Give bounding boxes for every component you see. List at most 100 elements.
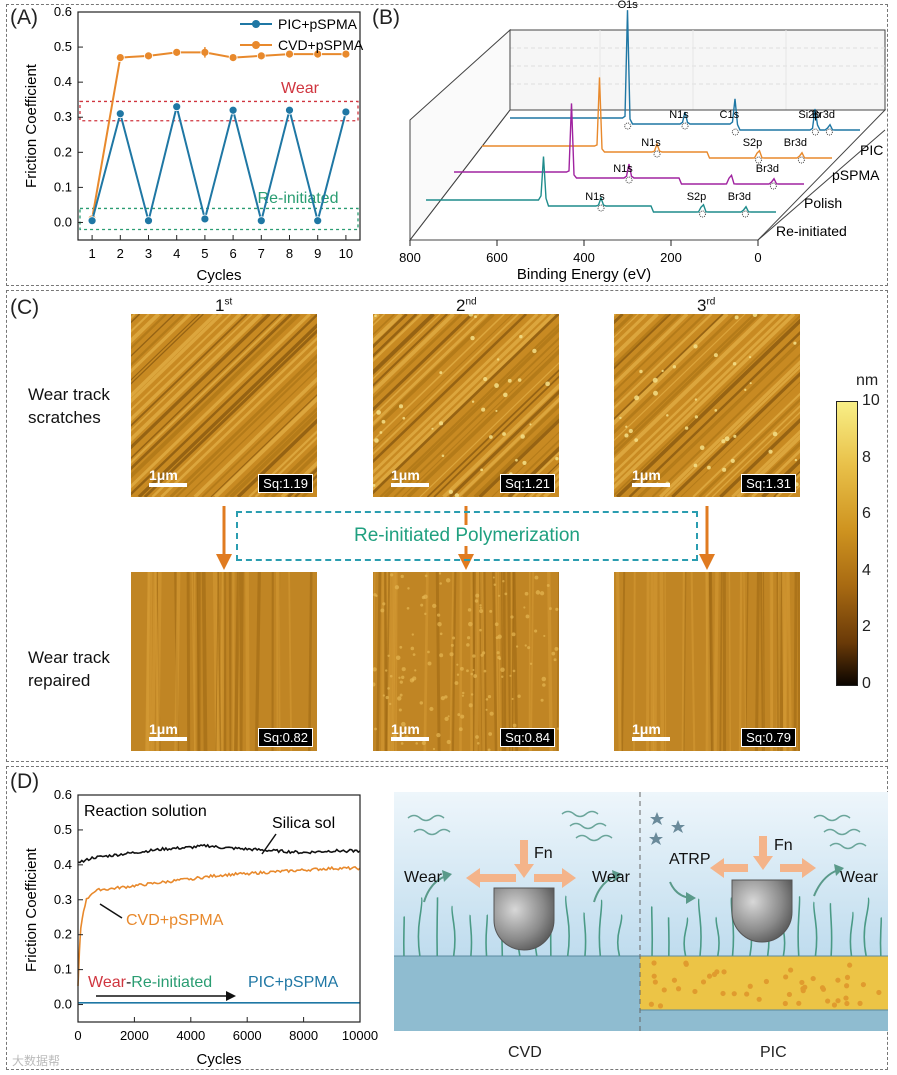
particle bbox=[474, 315, 477, 319]
peak-label: Br3d bbox=[784, 137, 807, 149]
texture-line bbox=[787, 572, 792, 751]
texture-line bbox=[389, 572, 395, 751]
particle bbox=[555, 607, 559, 611]
scratch-line bbox=[373, 314, 514, 450]
scratch-line bbox=[131, 314, 167, 350]
particle bbox=[835, 998, 841, 1004]
x-tick-label: 5 bbox=[201, 246, 208, 261]
particle bbox=[431, 427, 434, 430]
particle bbox=[495, 409, 498, 413]
particle bbox=[724, 436, 730, 442]
particle bbox=[539, 591, 545, 596]
particle bbox=[706, 973, 713, 979]
particle bbox=[786, 991, 793, 998]
scratch-line bbox=[614, 314, 796, 490]
y-tick-label: 0.0 bbox=[54, 997, 72, 1012]
data-point bbox=[285, 105, 294, 115]
x-tick-label: 1 bbox=[88, 246, 95, 261]
particle bbox=[799, 979, 805, 986]
scratch-line bbox=[131, 314, 263, 443]
particle bbox=[510, 615, 514, 619]
particle bbox=[404, 726, 408, 730]
particle bbox=[555, 456, 559, 461]
particle bbox=[661, 369, 664, 373]
particle bbox=[374, 727, 377, 731]
series-line bbox=[77, 843, 361, 864]
texture-line bbox=[451, 572, 457, 751]
texture-line bbox=[497, 572, 502, 751]
particle bbox=[406, 606, 410, 610]
scratch-line bbox=[614, 314, 689, 387]
scratch-line bbox=[131, 314, 217, 399]
particle bbox=[847, 962, 853, 968]
texture-line bbox=[391, 572, 397, 751]
particle bbox=[452, 636, 456, 640]
particle bbox=[436, 733, 441, 738]
texture-line bbox=[556, 572, 559, 751]
x-tick-label: 400 bbox=[573, 250, 595, 265]
y-tick-label: 0.4 bbox=[54, 857, 72, 872]
scratch-line bbox=[614, 314, 724, 421]
particle bbox=[694, 398, 698, 401]
particle bbox=[389, 674, 393, 678]
particle bbox=[648, 1001, 654, 1007]
particle bbox=[456, 663, 459, 666]
particle bbox=[843, 995, 849, 1001]
texture-line bbox=[174, 572, 181, 751]
particle bbox=[666, 414, 669, 417]
particle bbox=[462, 691, 465, 695]
particle bbox=[496, 358, 500, 361]
peak-label: S2p bbox=[687, 191, 707, 203]
colorbar bbox=[836, 401, 858, 686]
scratch-line bbox=[131, 314, 253, 432]
particle bbox=[399, 680, 403, 684]
y-tick-label: 0.5 bbox=[54, 822, 72, 837]
scratch-line bbox=[263, 444, 317, 497]
texture-line bbox=[215, 572, 219, 751]
particle bbox=[395, 655, 401, 661]
star-icon bbox=[649, 812, 685, 845]
texture-line bbox=[492, 572, 498, 751]
colorbar-tick: 4 bbox=[862, 562, 871, 579]
particle bbox=[653, 390, 658, 396]
texture-line bbox=[186, 572, 191, 751]
x-tick-label: 2000 bbox=[120, 1028, 149, 1043]
texture-line bbox=[754, 572, 760, 751]
scratch-line bbox=[614, 314, 780, 475]
fn-label-cvd: Fn bbox=[534, 845, 553, 862]
particle bbox=[475, 593, 480, 598]
texture-line bbox=[500, 572, 504, 751]
scratch-line bbox=[373, 314, 559, 495]
scratch-line bbox=[184, 369, 317, 497]
particle bbox=[439, 632, 443, 636]
particle bbox=[456, 673, 460, 676]
particle bbox=[454, 681, 459, 685]
particle bbox=[493, 583, 497, 586]
y-tick-label: 0.5 bbox=[54, 39, 72, 54]
x-tick-label: 3 bbox=[145, 246, 152, 261]
particle bbox=[694, 415, 698, 419]
scratch-line bbox=[131, 314, 271, 450]
scratch-line bbox=[373, 314, 408, 349]
scratch-line bbox=[512, 451, 559, 497]
scratch-line bbox=[248, 430, 317, 497]
col-header-1: 1st bbox=[215, 296, 233, 315]
afm-tip-cvd bbox=[493, 887, 555, 951]
particle bbox=[819, 985, 826, 991]
scratch-line bbox=[615, 318, 800, 497]
particle bbox=[373, 593, 377, 597]
particle bbox=[744, 388, 747, 391]
particle bbox=[487, 748, 491, 751]
texture-line bbox=[480, 572, 486, 751]
data-point bbox=[256, 51, 266, 61]
y-tick-label: 0.2 bbox=[54, 927, 72, 942]
particle bbox=[525, 614, 530, 619]
scratch-line bbox=[462, 402, 559, 497]
particle bbox=[783, 974, 789, 980]
texture-line bbox=[393, 572, 397, 751]
scratch-line bbox=[229, 411, 317, 497]
particle bbox=[414, 727, 417, 730]
peak-marker bbox=[769, 182, 777, 190]
texture-line bbox=[621, 572, 626, 751]
particle bbox=[535, 590, 541, 595]
